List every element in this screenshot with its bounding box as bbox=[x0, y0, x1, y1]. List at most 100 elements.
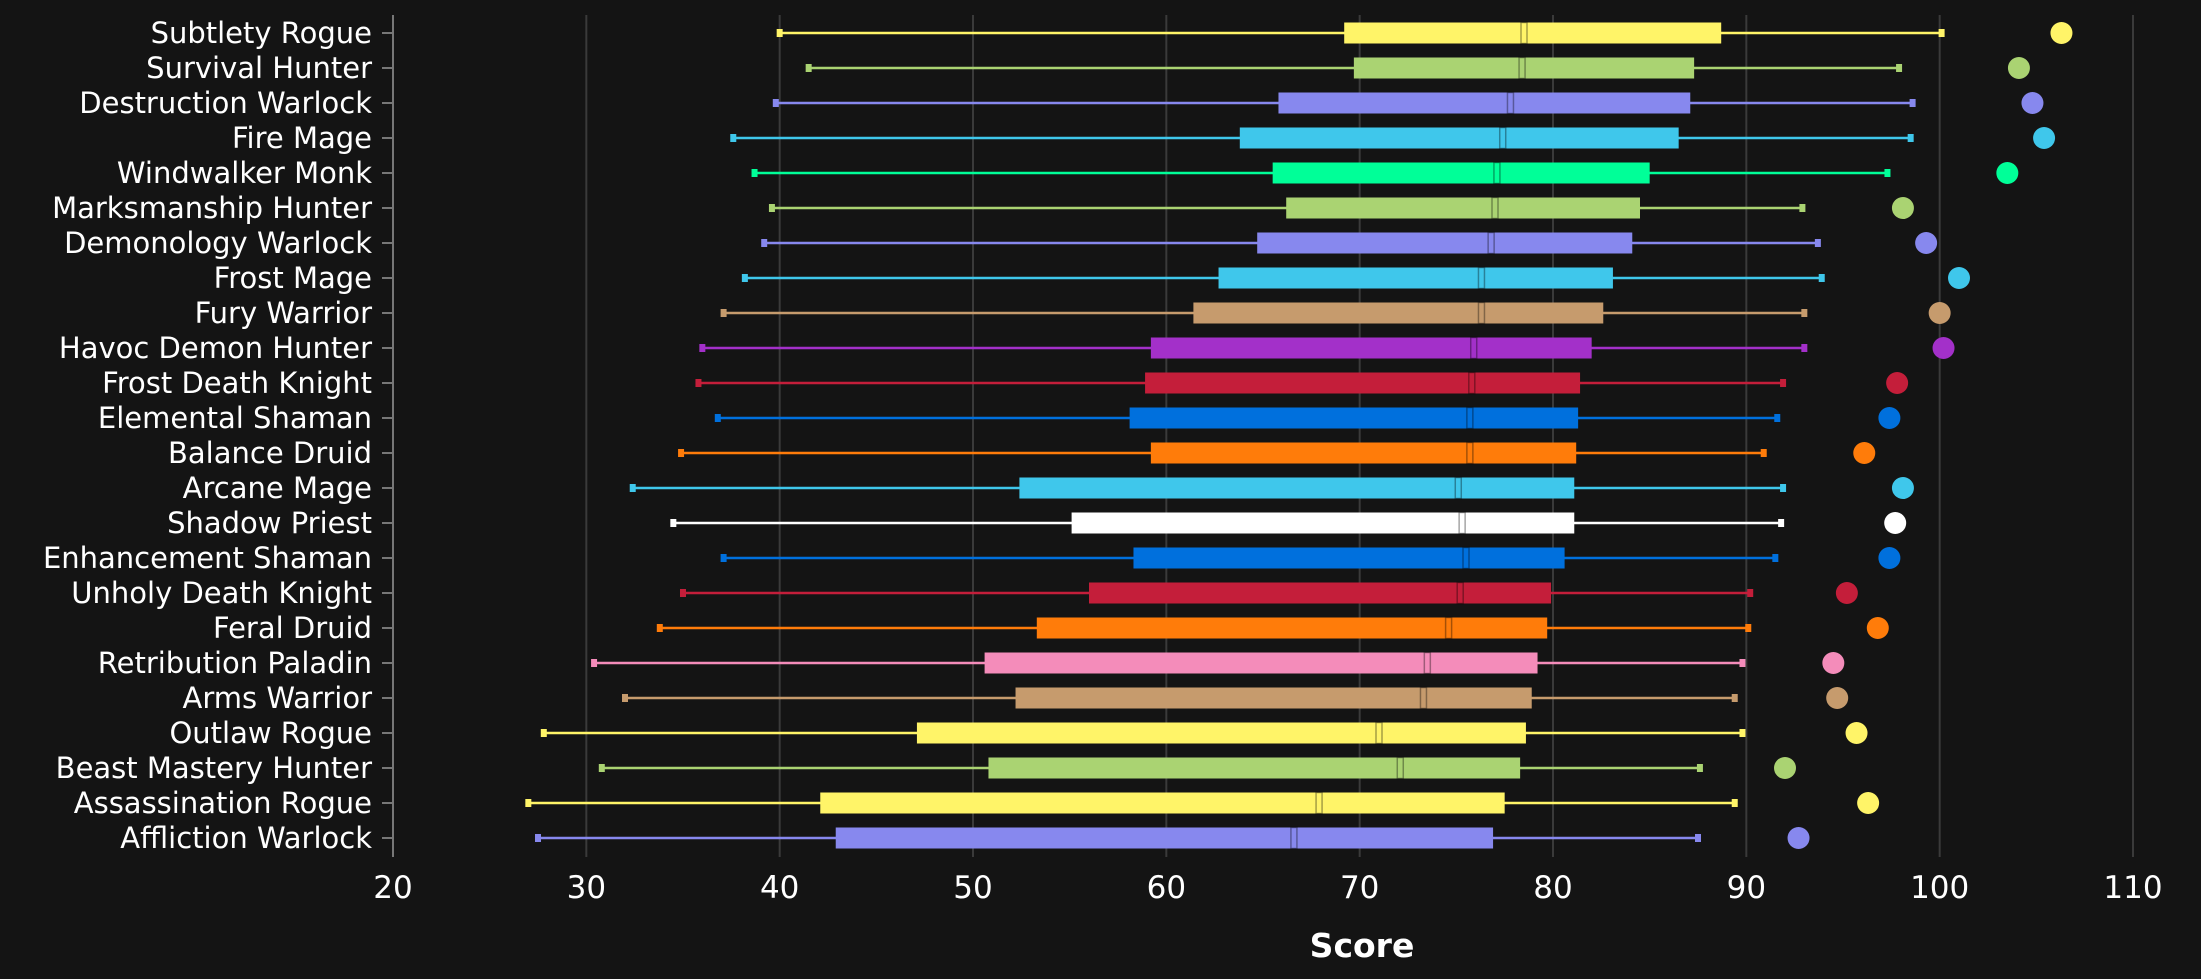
box-survival-hunter bbox=[805, 56, 1903, 80]
box-frost-mage bbox=[741, 266, 1825, 290]
top-score-points bbox=[1774, 22, 2073, 849]
spec-label-subtlety-rogue: Subtlety Rogue bbox=[151, 16, 372, 50]
whisker-min-beast-mastery-hunter bbox=[598, 764, 605, 772]
iqr-box-enhancement-shaman bbox=[1133, 547, 1565, 569]
iqr-box-affliction-warlock bbox=[835, 827, 1494, 849]
whisker-min-enhancement-shaman bbox=[720, 554, 727, 562]
iqr-box-balance-druid bbox=[1150, 442, 1577, 464]
whisker-max-unholy-death-knight bbox=[1747, 589, 1754, 597]
median-demonology-warlock bbox=[1487, 231, 1495, 255]
whisker-max-balance-druid bbox=[1760, 449, 1767, 457]
iqr-box-destruction-warlock bbox=[1278, 92, 1691, 114]
whisker-min-assassination-rogue bbox=[525, 799, 532, 807]
spec-label-elemental-shaman: Elemental Shaman bbox=[98, 401, 372, 435]
iqr-box-elemental-shaman bbox=[1129, 407, 1579, 429]
whisker-max-elemental-shaman bbox=[1774, 414, 1781, 422]
x-tick-label-70: 70 bbox=[1340, 870, 1379, 906]
box-retribution-paladin bbox=[591, 651, 1746, 675]
box-enhancement-shaman bbox=[720, 546, 1779, 570]
x-axis: 20 30 40 50 60 70 80 90 100 110 bbox=[373, 870, 2162, 906]
x-tick-label-30: 30 bbox=[567, 870, 606, 906]
spec-label-enhancement-shaman: Enhancement Shaman bbox=[43, 541, 372, 575]
top-point-survival-hunter bbox=[2007, 57, 2030, 79]
top-point-beast-mastery-hunter bbox=[1774, 757, 1796, 779]
box-outlaw-rogue bbox=[540, 721, 1746, 745]
spec-label-shadow-priest: Shadow Priest bbox=[167, 506, 372, 540]
whisker-max-survival-hunter bbox=[1896, 64, 1903, 72]
whisker-min-affliction-warlock bbox=[535, 834, 541, 842]
iqr-box-havoc-demon-hunter bbox=[1150, 337, 1592, 359]
median-survival-hunter bbox=[1518, 56, 1526, 80]
x-tick-label-100: 100 bbox=[1910, 870, 1969, 906]
median-fury-warrior bbox=[1477, 301, 1486, 325]
iqr-box-arcane-mage bbox=[1019, 477, 1575, 499]
whisker-min-havoc-demon-hunter bbox=[699, 344, 706, 352]
box-windwalker-monk bbox=[751, 161, 1891, 185]
median-marksmanship-hunter bbox=[1491, 196, 1499, 220]
median-enhancement-shaman bbox=[1462, 546, 1470, 570]
whisker-min-fire-mage bbox=[730, 134, 737, 142]
iqr-box-windwalker-monk bbox=[1272, 162, 1650, 184]
whisker-min-feral-druid bbox=[656, 624, 663, 632]
whisker-max-enhancement-shaman bbox=[1772, 554, 1779, 562]
spec-label-arms-warrior: Arms Warrior bbox=[183, 681, 373, 715]
median-arcane-mage bbox=[1454, 476, 1463, 500]
whisker-max-demonology-warlock bbox=[1814, 239, 1821, 247]
whisker-min-retribution-paladin bbox=[591, 659, 598, 667]
median-retribution-paladin bbox=[1423, 651, 1432, 675]
whisker-min-fury-warrior bbox=[720, 309, 727, 317]
box-subtlety-rogue bbox=[776, 21, 1945, 45]
whisker-max-frost-mage bbox=[1818, 274, 1825, 282]
spec-label-arcane-mage: Arcane Mage bbox=[183, 471, 372, 505]
whisker-max-outlaw-rogue bbox=[1739, 729, 1746, 737]
top-point-destruction-warlock bbox=[2021, 92, 2044, 114]
whisker-min-destruction-warlock bbox=[772, 99, 779, 107]
spec-label-retribution-paladin: Retribution Paladin bbox=[98, 646, 372, 680]
median-frost-mage bbox=[1477, 266, 1486, 290]
whisker-min-marksmanship-hunter bbox=[768, 204, 775, 212]
top-point-subtlety-rogue bbox=[2050, 22, 2073, 44]
whisker-max-arcane-mage bbox=[1780, 484, 1787, 492]
box-havoc-demon-hunter bbox=[699, 336, 1808, 360]
x-axis-title: Score bbox=[1310, 926, 1415, 965]
whisker-max-affliction-warlock bbox=[1695, 834, 1701, 842]
top-point-shadow-priest bbox=[1884, 512, 1907, 534]
box-demonology-warlock bbox=[761, 231, 1821, 255]
box-marksmanship-hunter bbox=[768, 196, 1806, 220]
whisker-max-havoc-demon-hunter bbox=[1801, 344, 1808, 352]
top-point-windwalker-monk bbox=[1996, 162, 2019, 184]
iqr-box-frost-mage bbox=[1218, 267, 1613, 289]
median-unholy-death-knight bbox=[1456, 581, 1464, 605]
whisker-max-subtlety-rogue bbox=[1938, 29, 1945, 37]
whisker-max-frost-death-knight bbox=[1780, 379, 1787, 387]
iqr-box-beast-mastery-hunter bbox=[988, 757, 1521, 779]
median-subtlety-rogue bbox=[1520, 21, 1528, 45]
x-tick-label-90: 90 bbox=[1727, 870, 1766, 906]
box-fury-warrior bbox=[720, 301, 1808, 325]
whisker-min-shadow-priest bbox=[670, 519, 677, 527]
whisker-max-assassination-rogue bbox=[1731, 799, 1738, 807]
spec-label-frost-mage: Frost Mage bbox=[214, 261, 372, 295]
median-windwalker-monk bbox=[1493, 161, 1501, 185]
whisker-max-fire-mage bbox=[1907, 134, 1914, 142]
iqr-box-assassination-rogue bbox=[820, 792, 1505, 814]
box-arcane-mage bbox=[629, 476, 1787, 500]
median-feral-druid bbox=[1444, 616, 1453, 640]
box-shadow-priest bbox=[670, 511, 1785, 535]
top-point-demonology-warlock bbox=[1915, 232, 1938, 254]
top-point-outlaw-rogue bbox=[1845, 722, 1868, 744]
spec-label-windwalker-monk: Windwalker Monk bbox=[117, 156, 372, 190]
median-arms-warrior bbox=[1419, 686, 1428, 710]
box-destruction-warlock bbox=[772, 91, 1916, 115]
whisker-max-beast-mastery-hunter bbox=[1696, 764, 1703, 772]
whisker-min-unholy-death-knight bbox=[680, 589, 686, 597]
spec-label-feral-druid: Feral Druid bbox=[213, 611, 372, 645]
spec-label-frost-death-knight: Frost Death Knight bbox=[102, 366, 372, 400]
iqr-box-feral-druid bbox=[1036, 617, 1548, 639]
top-point-marksmanship-hunter bbox=[1891, 197, 1914, 219]
median-balance-druid bbox=[1466, 441, 1474, 465]
top-point-balance-druid bbox=[1853, 442, 1876, 464]
iqr-box-arms-warrior bbox=[1015, 687, 1532, 709]
